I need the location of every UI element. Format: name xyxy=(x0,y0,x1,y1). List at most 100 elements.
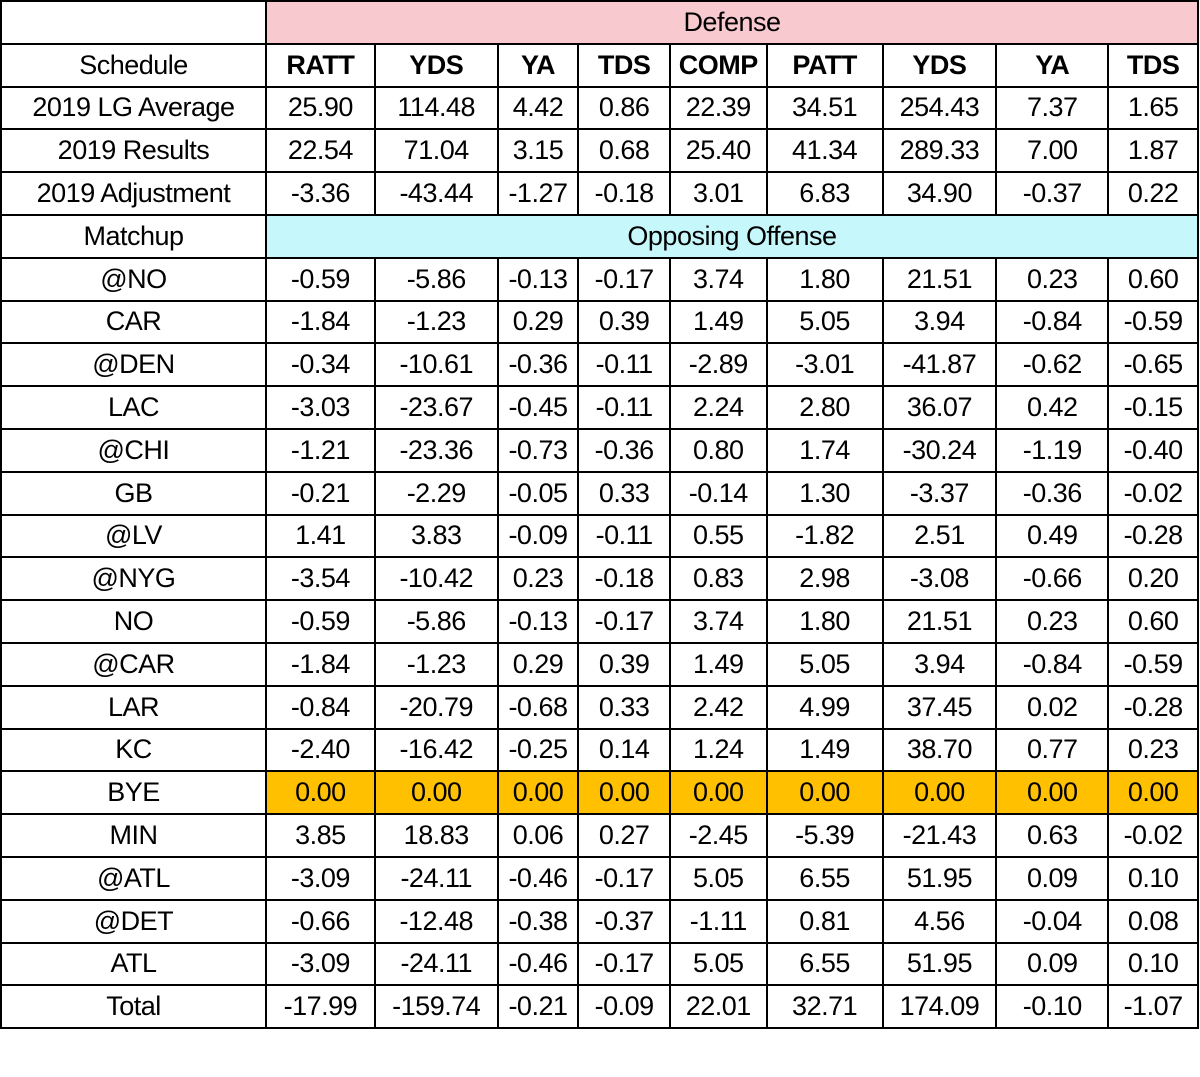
value-cell: -0.17 xyxy=(577,599,671,644)
total-row: Total -17.99 -159.74 -0.21 -0.09 22.01 32.71 17… xyxy=(0,984,1199,1030)
value-cell: 0.00 xyxy=(765,770,884,816)
value-cell: 3.15 xyxy=(496,128,580,174)
row-label: 2019 Results xyxy=(0,128,267,174)
col-header-comp: COMP xyxy=(668,42,768,88)
value-cell: 3.74 xyxy=(668,599,768,644)
value-cell: -1.82 xyxy=(765,513,884,559)
value-cell: -1.27 xyxy=(496,171,580,216)
value-cell: 0.39 xyxy=(577,641,671,687)
matchup-row: KC -2.40 -16.42 -0.25 0.14 1.24 1.49 38.70 0.77 0… xyxy=(0,727,1199,773)
value-cell: -5.86 xyxy=(373,256,499,302)
value-cell: -0.11 xyxy=(577,385,671,430)
column-header-row: Schedule RATT YDS YA TDS COMP PATT YDS Y… xyxy=(0,42,1199,88)
value-cell: 0.00 xyxy=(577,770,671,816)
value-cell: 0.00 xyxy=(995,770,1110,816)
value-cell: 0.83 xyxy=(668,556,768,602)
value-cell: -23.67 xyxy=(373,385,499,430)
value-cell: 0.14 xyxy=(577,727,671,773)
value-cell: -17.99 xyxy=(264,984,376,1030)
value-cell: 18.83 xyxy=(373,813,499,858)
value-cell: 0.86 xyxy=(577,85,671,131)
col-header-pass-tds: TDS xyxy=(1107,42,1199,88)
value-cell: -0.13 xyxy=(496,256,580,302)
value-cell: -16.42 xyxy=(373,727,499,773)
value-cell: 4.42 xyxy=(496,85,580,131)
value-cell: -0.02 xyxy=(1107,470,1199,516)
value-cell: 0.06 xyxy=(496,813,580,858)
value-cell: 71.04 xyxy=(373,128,499,174)
value-cell: -10.61 xyxy=(373,342,499,388)
value-cell: 51.95 xyxy=(881,941,998,987)
value-cell: -0.11 xyxy=(577,342,671,388)
value-cell: 1.41 xyxy=(264,513,376,559)
row-label: @NYG xyxy=(0,556,267,602)
matchup-row: NO -0.59 -5.86 -0.13 -0.17 3.74 1.80 21.51 0.23 0… xyxy=(0,599,1199,644)
matchup-row: @ATL -3.09 -24.11 -0.46 -0.17 5.05 6.55 51.95 0.… xyxy=(0,855,1199,901)
value-cell: -0.05 xyxy=(496,470,580,516)
value-cell: -3.01 xyxy=(765,342,884,388)
value-cell: 0.09 xyxy=(995,941,1110,987)
row-label: 2019 LG Average xyxy=(0,85,267,131)
value-cell: 21.51 xyxy=(881,256,998,302)
value-cell: -5.86 xyxy=(373,599,499,644)
value-cell: -0.36 xyxy=(496,342,580,388)
value-cell: 36.07 xyxy=(881,385,998,430)
value-cell: -0.37 xyxy=(577,898,671,944)
defense-band: Defense xyxy=(264,0,1200,45)
value-cell: -43.44 xyxy=(373,171,499,216)
value-cell: 114.48 xyxy=(373,85,499,131)
value-cell: -21.43 xyxy=(881,813,998,858)
value-cell: -10.42 xyxy=(373,556,499,602)
value-cell: -0.66 xyxy=(264,898,376,944)
value-cell: -2.29 xyxy=(373,470,499,516)
value-cell: -0.17 xyxy=(577,855,671,901)
col-header-patt: PATT xyxy=(765,42,884,88)
value-cell: 5.05 xyxy=(765,299,884,345)
matchup-row: GB -0.21 -2.29 -0.05 0.33 -0.14 1.30 -3.37 -0.36… xyxy=(0,470,1199,516)
value-cell: 0.23 xyxy=(995,256,1110,302)
value-cell: 0.39 xyxy=(577,299,671,345)
value-cell: -3.08 xyxy=(881,556,998,602)
value-cell: 0.08 xyxy=(1107,898,1199,944)
value-cell: 0.33 xyxy=(577,684,671,730)
value-cell: 6.55 xyxy=(765,855,884,901)
row-label: @ATL xyxy=(0,855,267,901)
matchup-row: @DEN -0.34 -10.61 -0.36 -0.11 -2.89 -3.01 -41.8… xyxy=(0,342,1199,388)
value-cell: 0.49 xyxy=(995,513,1110,559)
value-cell: -0.11 xyxy=(577,513,671,559)
matchup-row: LAC -3.03 -23.67 -0.45 -0.11 2.24 2.80 36.07 0.4… xyxy=(0,385,1199,430)
summary-row: 2019 Adjustment -3.36 -43.44 -1.27 -0.18 3.01… xyxy=(0,171,1199,216)
value-cell: 0.00 xyxy=(668,770,768,816)
value-cell: 3.74 xyxy=(668,256,768,302)
value-cell: 1.80 xyxy=(765,256,884,302)
value-cell: 0.81 xyxy=(765,898,884,944)
value-cell: -0.34 xyxy=(264,342,376,388)
value-cell: -0.04 xyxy=(995,898,1110,944)
value-cell: 1.80 xyxy=(765,599,884,644)
matchup-row: @NO -0.59 -5.86 -0.13 -0.17 3.74 1.80 21.51 0.23… xyxy=(0,256,1199,302)
value-cell: -41.87 xyxy=(881,342,998,388)
value-cell: -0.84 xyxy=(995,641,1110,687)
value-cell: -0.28 xyxy=(1107,513,1199,559)
matchup-row: @CHI -1.21 -23.36 -0.73 -0.36 0.80 1.74 -30.24-… xyxy=(0,427,1199,473)
value-cell: 1.30 xyxy=(765,470,884,516)
value-cell: -0.84 xyxy=(995,299,1110,345)
row-label: @DEN xyxy=(0,342,267,388)
value-cell: -23.36 xyxy=(373,427,499,473)
row-label: NO xyxy=(0,599,267,644)
value-cell: -0.62 xyxy=(995,342,1110,388)
value-cell: 0.77 xyxy=(995,727,1110,773)
value-cell: -0.46 xyxy=(496,941,580,987)
value-cell: 7.00 xyxy=(995,128,1110,174)
row-label: @DET xyxy=(0,898,267,944)
bye-week-row: BYE 0.00 0.00 0.00 0.00 0.00 0.00 0.00 0.00 0.00 xyxy=(0,770,1199,816)
value-cell: 1.49 xyxy=(765,727,884,773)
value-cell: -0.38 xyxy=(496,898,580,944)
value-cell: -24.11 xyxy=(373,941,499,987)
value-cell: 21.51 xyxy=(881,599,998,644)
value-cell: 5.05 xyxy=(668,941,768,987)
value-cell: 289.33 xyxy=(881,128,998,174)
value-cell: -12.48 xyxy=(373,898,499,944)
row-label: @CAR xyxy=(0,641,267,687)
value-cell: 0.63 xyxy=(995,813,1110,858)
